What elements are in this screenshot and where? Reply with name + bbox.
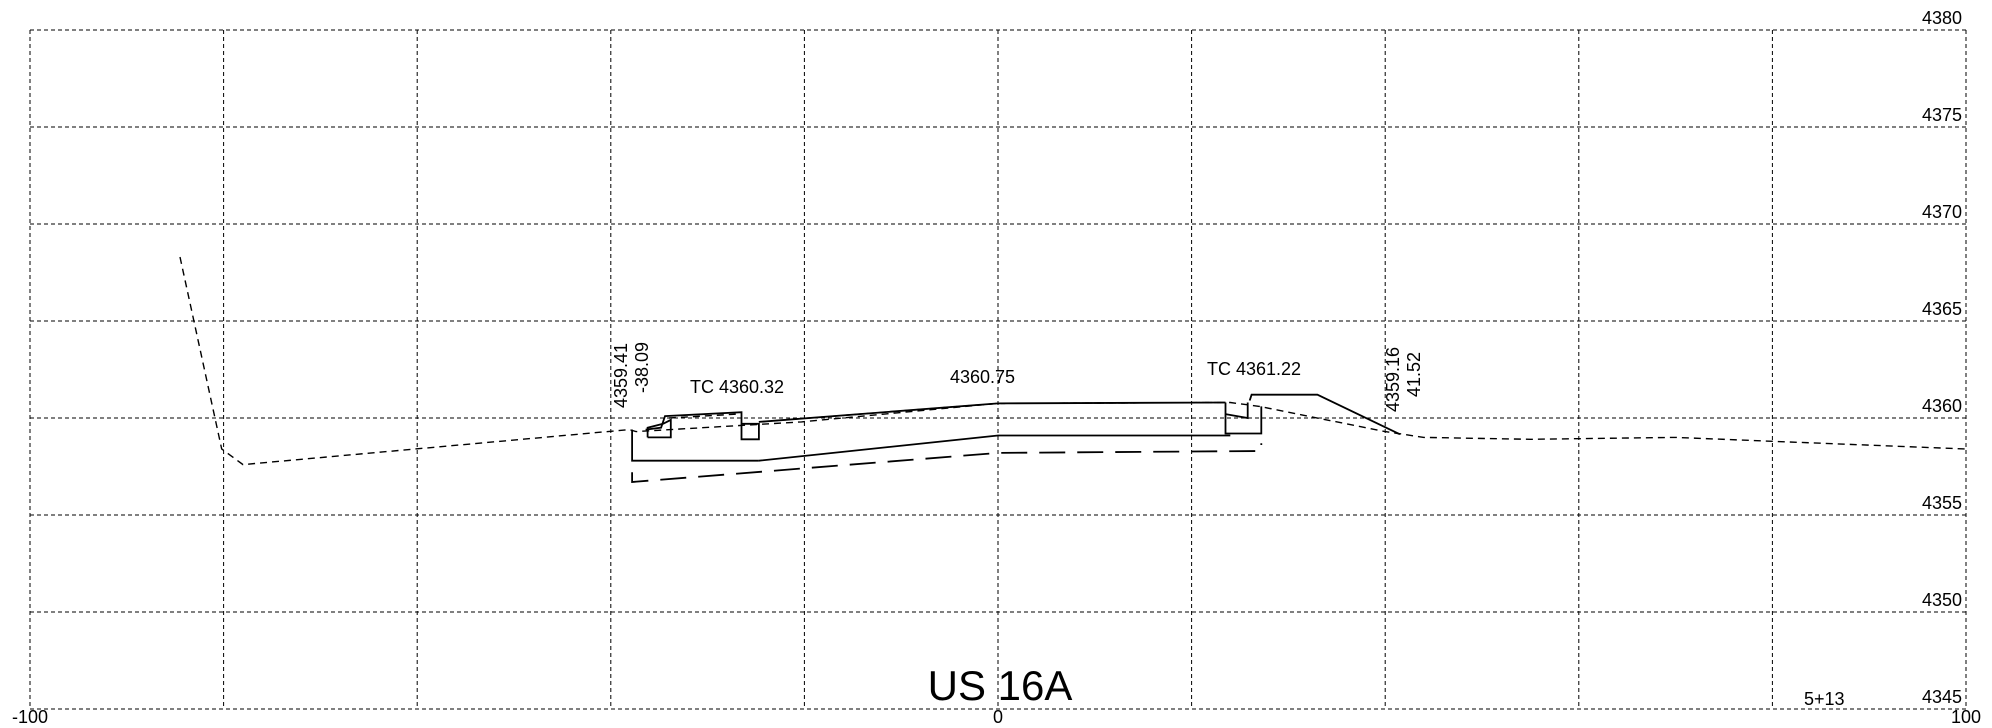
- left-curb: [645, 411, 760, 441]
- existing-ground-line: [179, 256, 1967, 466]
- y-tick-label-4350: 4350: [1922, 590, 1962, 610]
- crown-elevation-label: 4360.75: [950, 367, 1015, 387]
- proposed-base-line: [758, 434, 1231, 462]
- grid: [29, 29, 1967, 710]
- left-top-of-curb-label: TC 4360.32: [690, 377, 784, 397]
- y-tick-label-4360: 4360: [1922, 396, 1962, 416]
- y-tick-label-4365: 4365: [1922, 299, 1962, 319]
- y-tick-label-4370: 4370: [1922, 202, 1962, 222]
- y-tick-label-4375: 4375: [1922, 105, 1962, 125]
- right-catch-elevation-label: 4359.16: [1383, 347, 1403, 412]
- drawing-title: US 16A: [928, 662, 1073, 709]
- station-label: 5+13: [1804, 689, 1845, 709]
- proposed-finished-grade: [758, 401, 1226, 423]
- x-tick-label-center: 0: [993, 707, 1003, 727]
- right-catch-offset-label: 41.52: [1404, 352, 1424, 397]
- y-tick-label-4355: 4355: [1922, 493, 1962, 513]
- right-curb-inner: [1225, 402, 1249, 420]
- right-curb: [1224, 402, 1263, 435]
- right-top-of-curb-label: TC 4361.22: [1207, 359, 1301, 379]
- left-catch-offset-label: -38.09: [632, 342, 652, 393]
- x-tick-label-right: 100: [1951, 707, 1981, 727]
- y-tick-label-4345: 4345: [1922, 687, 1962, 707]
- subgrade-line: [631, 443, 1263, 483]
- left-catch-elevation-label: 4359.41: [611, 343, 631, 408]
- left-section-wall: [631, 429, 759, 462]
- right-slope-line: [1248, 393, 1401, 436]
- profiles: [179, 256, 1967, 483]
- x-tick-label-left: -100: [12, 707, 48, 727]
- y-tick-label-4380: 4380: [1922, 8, 1962, 28]
- proposed-top-edge: [758, 401, 1226, 423]
